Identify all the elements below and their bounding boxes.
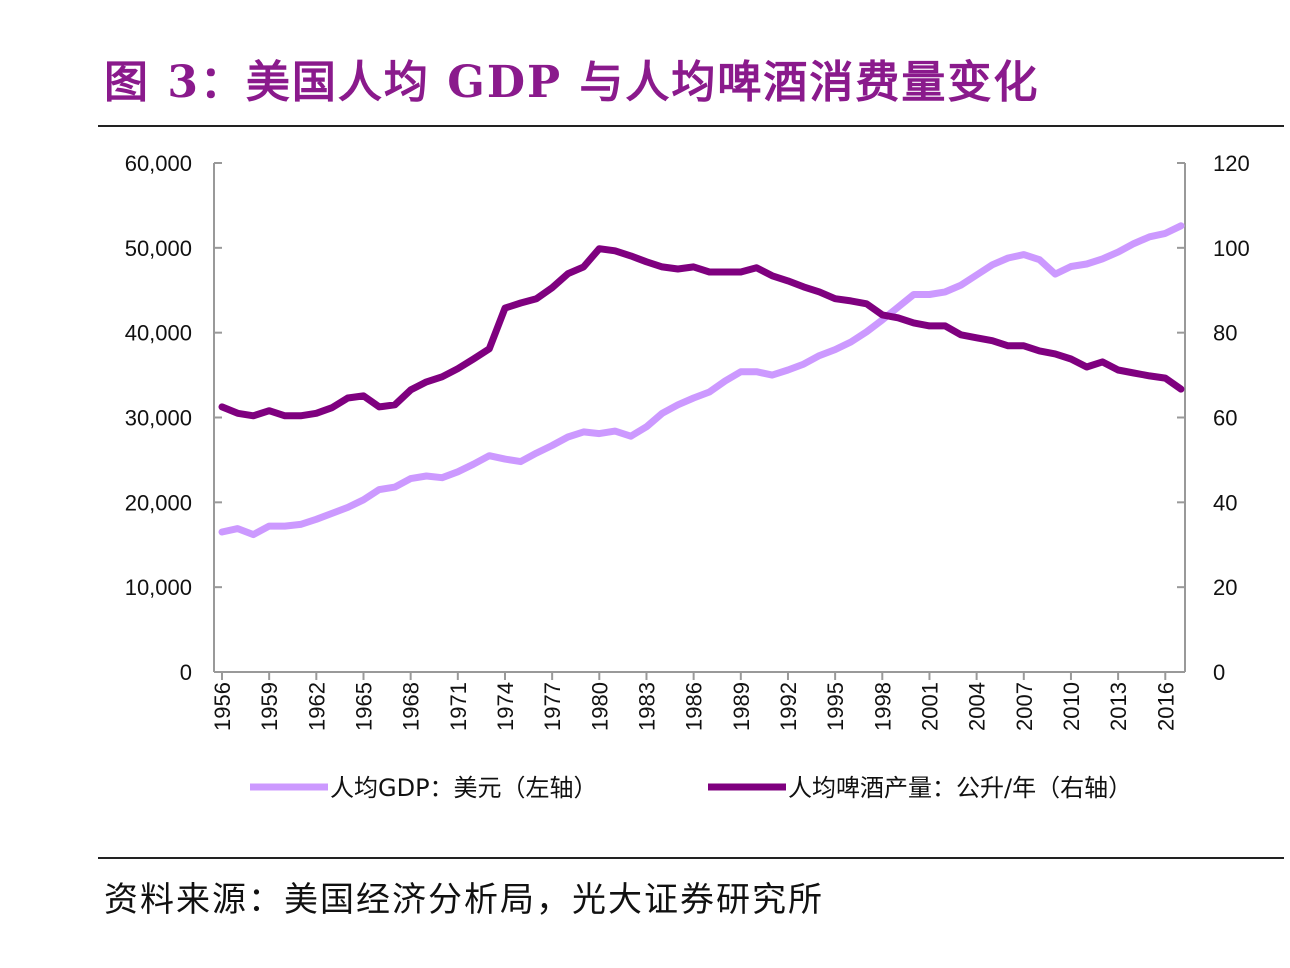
left-tick-label: 50,000	[125, 236, 192, 261]
x-tick-label: 1986	[682, 682, 707, 731]
left-tick-label: 60,000	[125, 151, 192, 176]
figure-title: 图 3：美国人均 GDP 与人均啤酒消费量变化	[104, 57, 1040, 108]
x-tick-label: 1962	[304, 682, 329, 731]
right-tick-label: 40	[1213, 490, 1237, 515]
bottom-rule	[98, 857, 1284, 859]
x-tick-label: 1992	[776, 682, 801, 731]
x-tick-label: 2016	[1153, 682, 1178, 731]
series-line-1	[218, 245, 1185, 420]
x-tick-label: 1968	[399, 682, 424, 731]
right-tick-label: 60	[1213, 406, 1237, 431]
x-tick-label: 1974	[493, 682, 518, 731]
x-tick-label: 1989	[729, 682, 754, 731]
legend-label-1: 人均啤酒产量：公升/年（右轴）	[788, 774, 1132, 802]
left-tick-label: 40,000	[125, 321, 192, 346]
x-tick-label: 1965	[351, 682, 376, 731]
left-tick-label: 20,000	[125, 490, 192, 515]
top-rule	[98, 125, 1284, 127]
source-note: 资料来源：美国经济分析局，光大证券研究所	[104, 880, 824, 920]
x-tick-label: 1956	[210, 682, 235, 731]
left-tick-label: 10,000	[125, 575, 192, 600]
x-tick-label: 1971	[446, 682, 471, 731]
right-tick-label: 0	[1213, 660, 1225, 685]
left-tick-label: 0	[180, 660, 192, 685]
x-tick-label: 2010	[1059, 682, 1084, 731]
x-tick-label: 2001	[917, 682, 942, 731]
x-tick-label: 1995	[823, 682, 848, 731]
x-tick-label: 1998	[870, 682, 895, 731]
x-tick-label: 1980	[587, 682, 612, 731]
series-line-0	[218, 222, 1185, 539]
x-tick-label: 2007	[1012, 682, 1037, 731]
legend-label-0: 人均GDP：美元（左轴）	[330, 774, 598, 802]
right-tick-label: 100	[1213, 236, 1250, 261]
right-tick-label: 80	[1213, 321, 1237, 346]
right-tick-label: 20	[1213, 575, 1237, 600]
left-tick-label: 30,000	[125, 406, 192, 431]
x-tick-label: 1959	[257, 682, 282, 731]
x-tick-label: 2004	[965, 682, 990, 731]
x-tick-label: 1983	[634, 682, 659, 731]
x-tick-label: 2013	[1106, 682, 1131, 731]
x-tick-label: 1977	[540, 682, 565, 731]
right-tick-label: 120	[1213, 151, 1250, 176]
